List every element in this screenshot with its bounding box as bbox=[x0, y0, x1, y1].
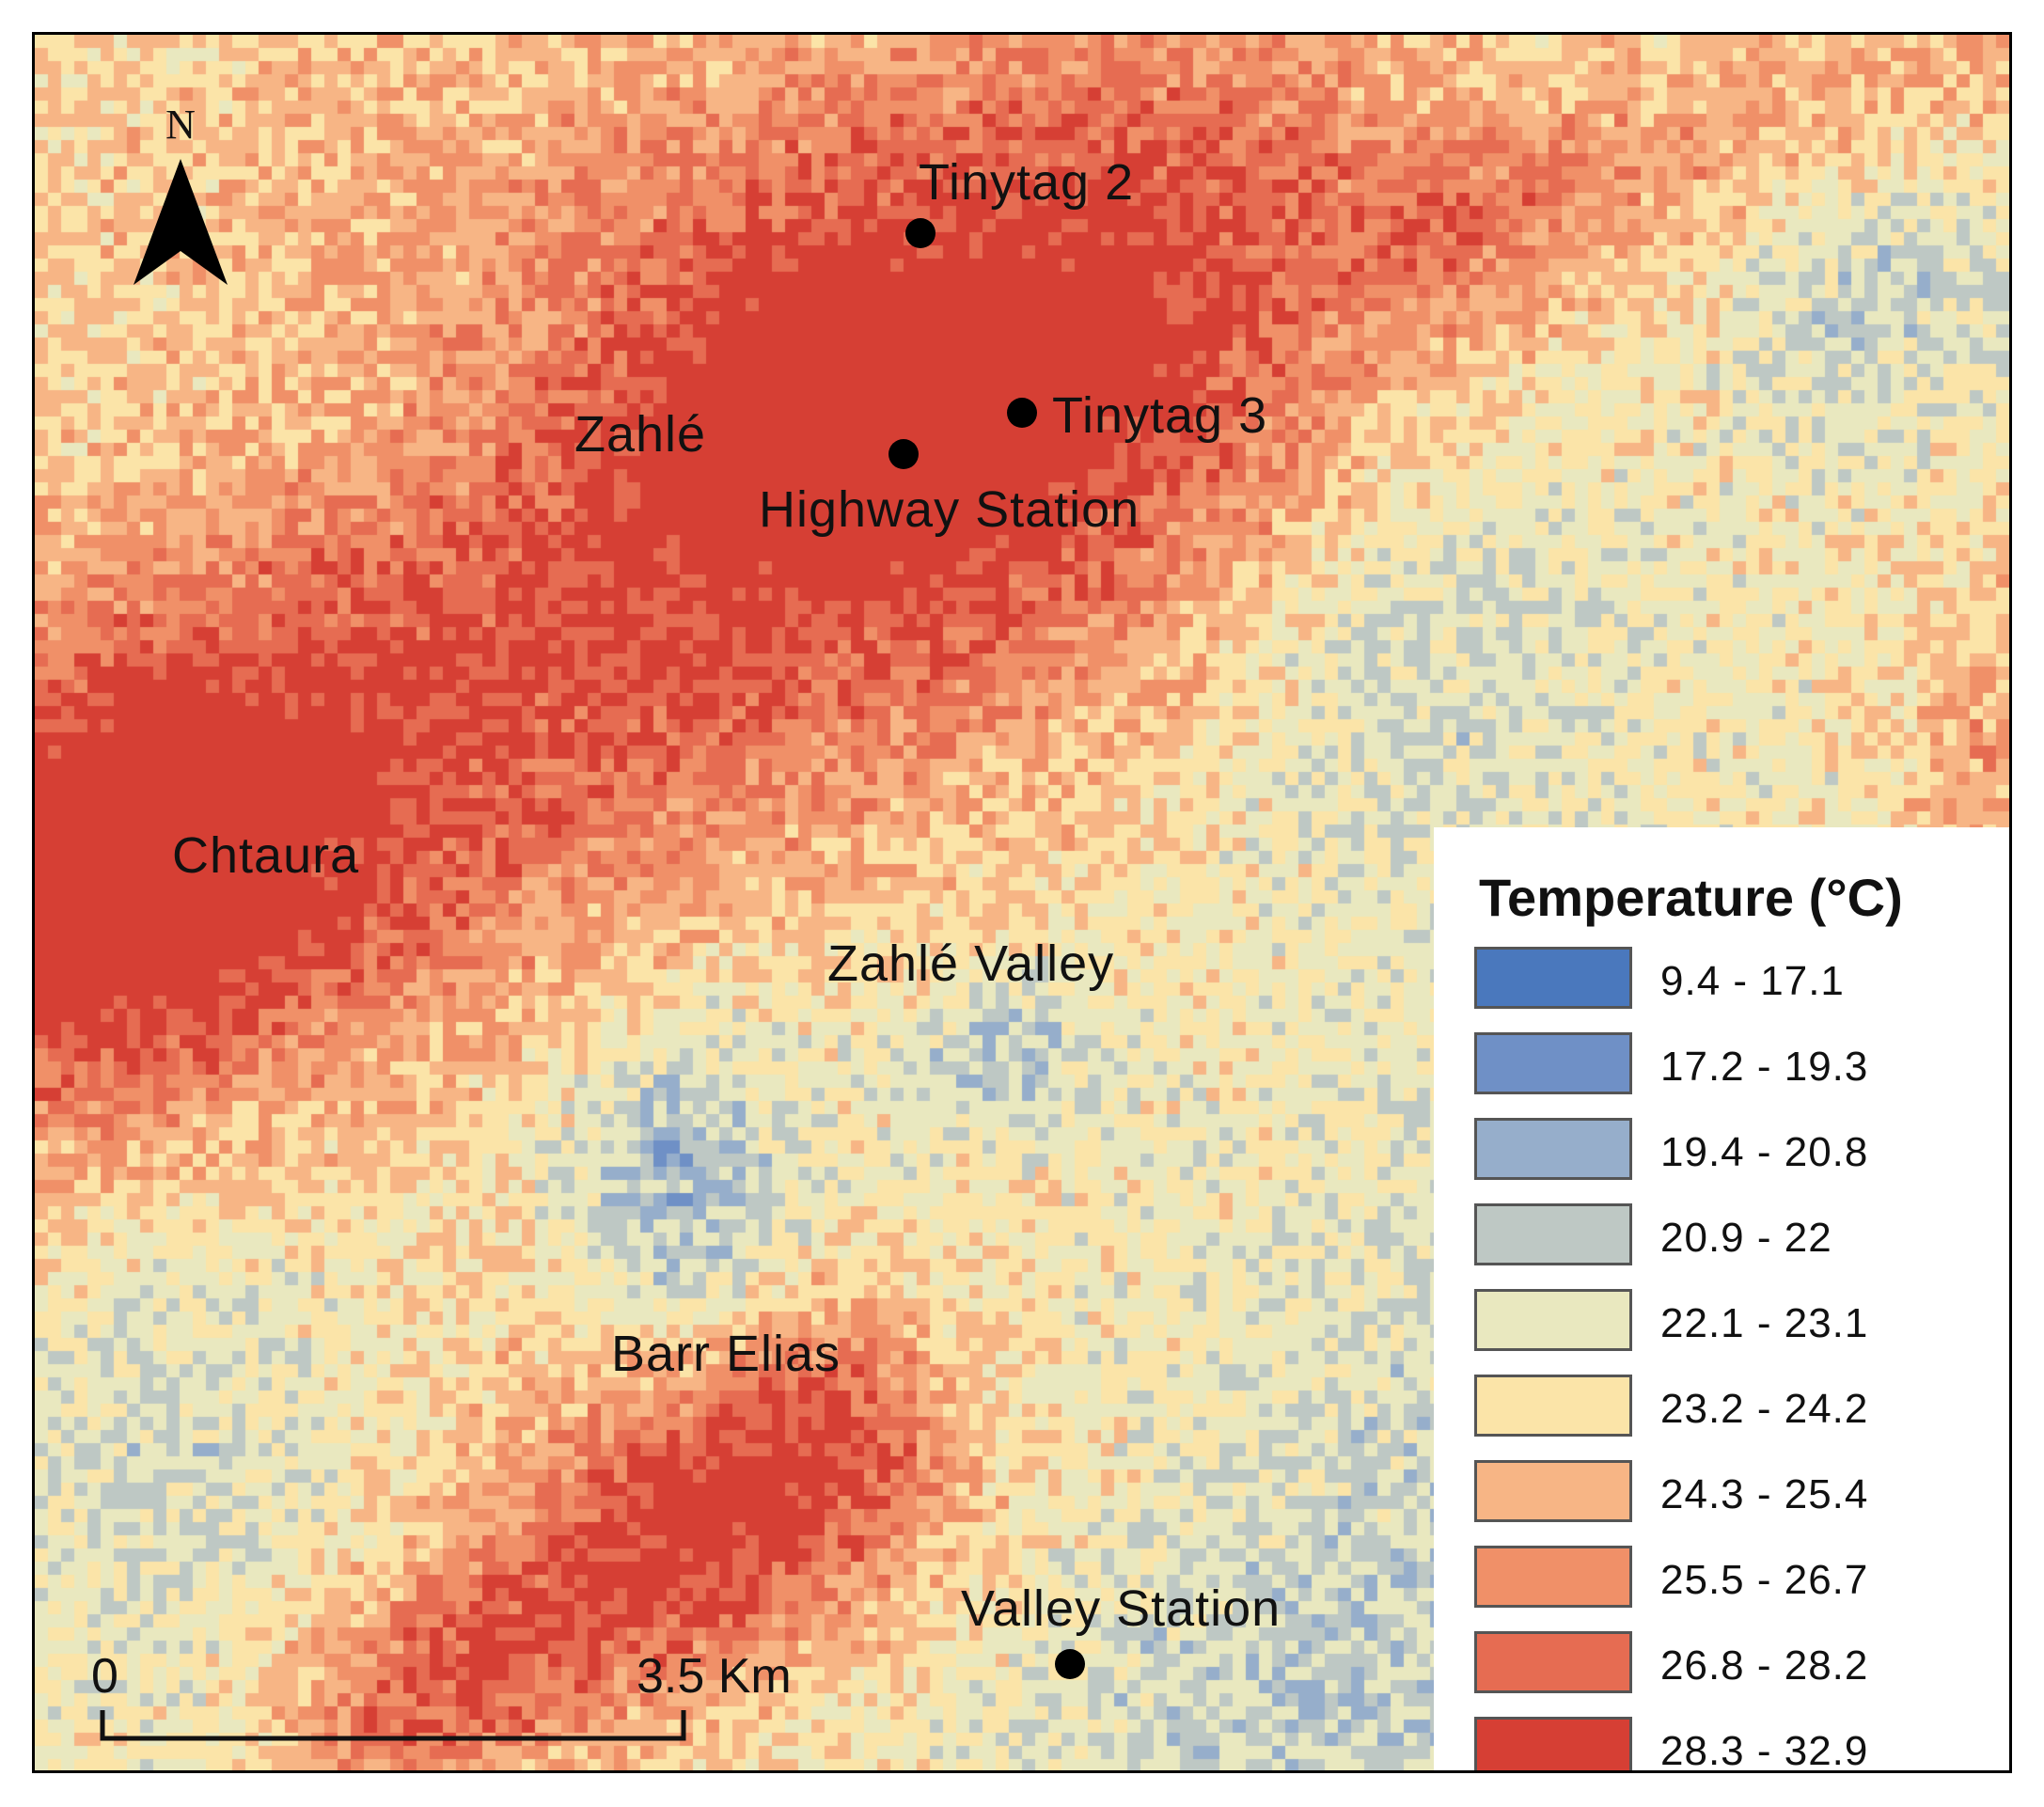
place-label-zahle: Zahlé bbox=[574, 406, 707, 463]
legend-swatch bbox=[1474, 1032, 1632, 1094]
legend: Temperature (°C) 9.4 - 17.1 17.2 - 19.3 … bbox=[1434, 827, 2009, 1773]
north-arrow-icon bbox=[134, 159, 228, 285]
station-label-tinytag-3: Tinytag 3 bbox=[1052, 387, 1268, 444]
legend-swatch bbox=[1474, 1717, 1632, 1770]
legend-label: 24.3 - 25.4 bbox=[1660, 1471, 1869, 1517]
legend-swatch bbox=[1474, 947, 1632, 1009]
legend-swatch bbox=[1474, 1289, 1632, 1351]
legend-title: Temperature (°C) bbox=[1479, 868, 1903, 927]
station-label-tinytag-2: Tinytag 2 bbox=[919, 154, 1135, 211]
legend-swatch bbox=[1474, 1203, 1632, 1265]
legend-swatch bbox=[1474, 1546, 1632, 1608]
legend-label: 17.2 - 19.3 bbox=[1660, 1044, 1869, 1090]
legend-label: 28.3 - 32.9 bbox=[1660, 1728, 1869, 1773]
legend-swatch bbox=[1474, 1375, 1632, 1437]
place-label-zahle-valley: Zahlé Valley bbox=[827, 935, 1115, 992]
legend-swatch bbox=[1474, 1118, 1632, 1180]
station-marker-valley-station[interactable] bbox=[1055, 1649, 1085, 1679]
legend-swatch bbox=[1474, 1460, 1632, 1522]
scale-bar: 0 3.5 Km bbox=[91, 1649, 881, 1770]
scale-bar-line bbox=[100, 1710, 686, 1741]
legend-label: 26.8 - 28.2 bbox=[1660, 1642, 1869, 1689]
legend-label: 19.4 - 20.8 bbox=[1660, 1129, 1869, 1175]
north-arrow-label: N bbox=[165, 102, 196, 148]
station-label-valley-station: Valley Station bbox=[961, 1580, 1281, 1637]
place-label-barr-elias: Barr Elias bbox=[611, 1326, 841, 1382]
station-label-highway-station: Highway Station bbox=[759, 481, 1140, 538]
legend-label: 23.2 - 24.2 bbox=[1660, 1386, 1869, 1432]
station-marker-tinytag-3[interactable] bbox=[1007, 398, 1037, 428]
station-marker-highway-station[interactable] bbox=[888, 439, 919, 469]
legend-swatch bbox=[1474, 1631, 1632, 1693]
scale-start-label: 0 bbox=[91, 1649, 118, 1704]
legend-label: 9.4 - 17.1 bbox=[1660, 958, 1845, 1004]
legend-label: 20.9 - 22 bbox=[1660, 1215, 1832, 1261]
legend-label: 25.5 - 26.7 bbox=[1660, 1557, 1869, 1603]
station-marker-tinytag-2[interactable] bbox=[905, 218, 936, 248]
temperature-map: N Zahlé Chtaura Zahlé Valley Barr Elias … bbox=[32, 32, 2012, 1773]
north-arrow: N bbox=[124, 101, 237, 289]
place-label-chtaura: Chtaura bbox=[172, 827, 360, 884]
legend-label: 22.1 - 23.1 bbox=[1660, 1300, 1869, 1346]
scale-end-label: 3.5 Km bbox=[637, 1649, 792, 1704]
